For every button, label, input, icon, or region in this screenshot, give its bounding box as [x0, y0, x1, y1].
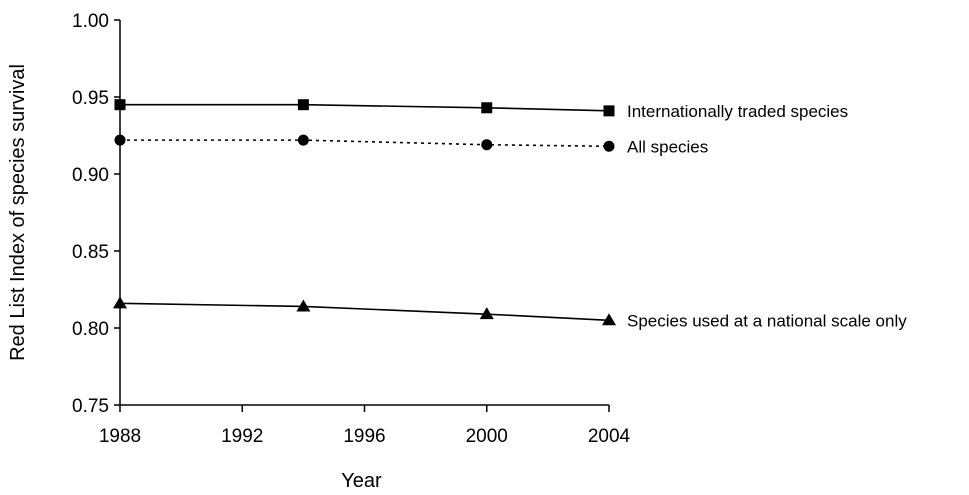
data-point-circle — [297, 134, 309, 146]
y-axis-ticks: 0.75 0.80 0.85 0.90 0.95 1.00 — [72, 11, 120, 417]
y-tick-label: 0.85 — [72, 242, 109, 263]
series-label: Internationally traded species — [627, 102, 848, 121]
series-all-species: All species — [114, 134, 708, 156]
data-point-triangle — [296, 299, 311, 312]
x-tick-label: 2004 — [588, 426, 631, 447]
data-point-circle — [481, 139, 493, 151]
data-point-square — [603, 105, 615, 117]
series-internationally-traded-species: Internationally traded species — [114, 99, 848, 121]
y-tick-label: 0.90 — [72, 165, 109, 186]
y-axis-title: Red List Index of species survival — [7, 64, 29, 361]
data-point-square — [114, 99, 126, 111]
axes — [119, 20, 609, 406]
x-axis-ticks: 1988 1992 1996 2000 2004 — [99, 405, 631, 447]
data-point-triangle — [602, 313, 616, 326]
x-tick-label: 1996 — [343, 426, 385, 447]
series-line — [120, 139, 610, 148]
data-point-square — [297, 99, 309, 111]
data-point-triangle — [113, 296, 127, 309]
data-point-triangle — [479, 307, 494, 320]
data-point-circle — [114, 134, 126, 146]
x-tick-label: 1992 — [221, 426, 263, 447]
x-tick-label: 1988 — [99, 426, 141, 447]
data-point-circle — [603, 140, 615, 152]
series-group: Internationally traded species All specie… — [113, 99, 907, 330]
series-line — [120, 103, 610, 112]
series-line — [119, 302, 610, 322]
y-tick-label: 1.00 — [72, 11, 109, 32]
series-species-used-at-a-national-scale-only: Species used at a national scale only — [113, 296, 907, 330]
x-axis-title: Year — [341, 470, 382, 492]
series-label: All species — [627, 137, 708, 156]
data-point-square — [481, 102, 493, 114]
y-tick-label: 0.75 — [72, 396, 109, 417]
x-tick-label: 2000 — [466, 426, 508, 447]
y-tick-label: 0.95 — [72, 88, 109, 109]
series-label: Species used at a national scale only — [627, 311, 907, 330]
y-tick-label: 0.80 — [72, 319, 109, 340]
